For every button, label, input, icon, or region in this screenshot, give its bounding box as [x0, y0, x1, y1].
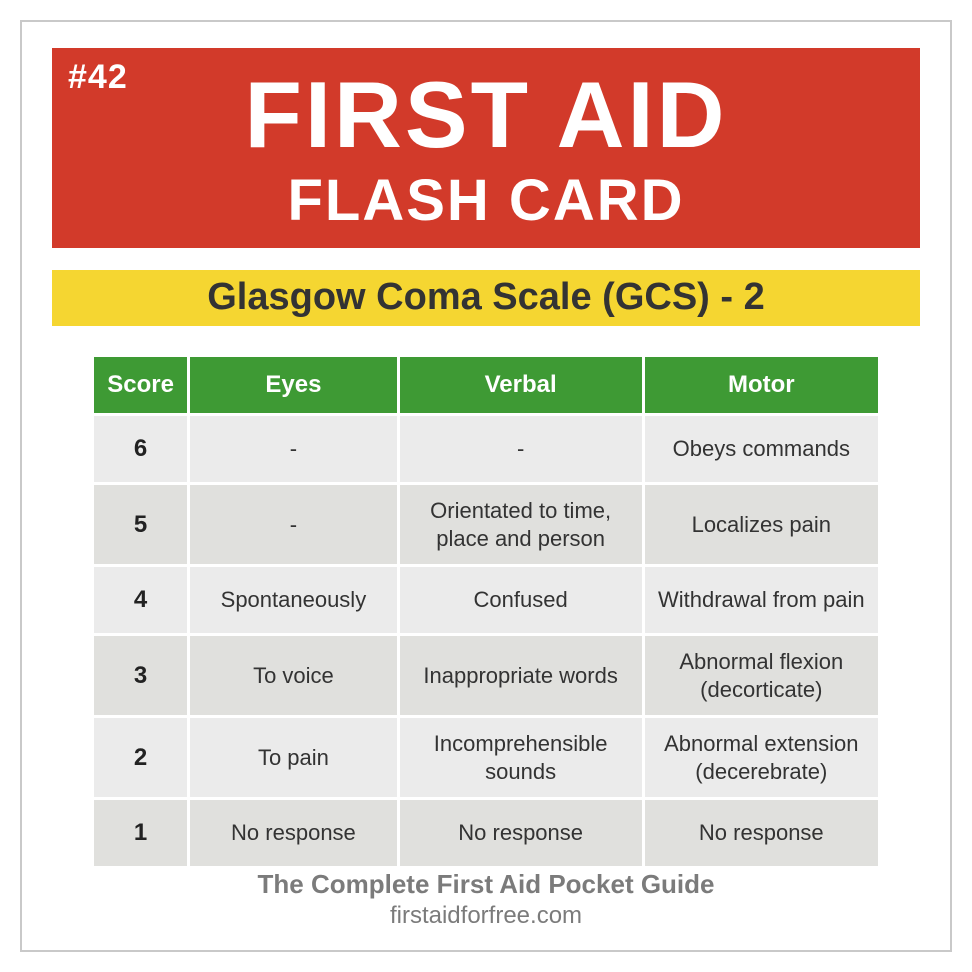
cell-score: 4 [94, 567, 187, 633]
th-motor: Motor [645, 357, 878, 413]
table-row: 6--Obeys commands [94, 416, 878, 482]
cell-eyes: Spontaneously [190, 567, 397, 633]
table-row: 3To voiceInappropriate wordsAbnormal fle… [94, 636, 878, 715]
cell-motor: No response [645, 800, 878, 866]
title-line1: FIRST AID [244, 66, 727, 165]
cell-score: 6 [94, 416, 187, 482]
cell-score: 2 [94, 718, 187, 797]
table-row: 1No responseNo responseNo response [94, 800, 878, 866]
cell-motor: Withdrawal from pain [645, 567, 878, 633]
footer-line1: The Complete First Aid Pocket Guide [52, 869, 920, 900]
cell-eyes: No response [190, 800, 397, 866]
table-row: 5-Orientated to time, place and personLo… [94, 485, 878, 564]
th-verbal: Verbal [400, 357, 642, 413]
cell-score: 5 [94, 485, 187, 564]
cell-verbal: Inappropriate words [400, 636, 642, 715]
cell-score: 3 [94, 636, 187, 715]
cell-score: 1 [94, 800, 187, 866]
gcs-table: Score Eyes Verbal Motor 6--Obeys command… [91, 354, 881, 869]
cell-verbal: - [400, 416, 642, 482]
cell-eyes: - [190, 416, 397, 482]
footer: The Complete First Aid Pocket Guide firs… [52, 869, 920, 930]
table-row: 2To painIncomprehensible soundsAbnormal … [94, 718, 878, 797]
cell-verbal: No response [400, 800, 642, 866]
table-row: 4SpontaneouslyConfusedWithdrawal from pa… [94, 567, 878, 633]
gcs-table-body: 6--Obeys commands5-Orientated to time, p… [94, 416, 878, 866]
cell-motor: Obeys commands [645, 416, 878, 482]
cell-verbal: Incomprehensible sounds [400, 718, 642, 797]
cell-motor: Abnormal flexion (decorticate) [645, 636, 878, 715]
cell-verbal: Confused [400, 567, 642, 633]
cell-verbal: Orientated to time, place and person [400, 485, 642, 564]
cell-motor: Localizes pain [645, 485, 878, 564]
card-number: #42 [68, 58, 128, 97]
cell-eyes: To pain [190, 718, 397, 797]
cell-eyes: - [190, 485, 397, 564]
table-header-row: Score Eyes Verbal Motor [94, 357, 878, 413]
subtitle-band: Glasgow Coma Scale (GCS) - 2 [52, 270, 920, 326]
th-score: Score [94, 357, 187, 413]
th-eyes: Eyes [190, 357, 397, 413]
cell-eyes: To voice [190, 636, 397, 715]
gcs-table-wrap: Score Eyes Verbal Motor 6--Obeys command… [91, 354, 881, 869]
header-block: #42 FIRST AID FLASH CARD [52, 48, 920, 248]
cell-motor: Abnormal extension (decerebrate) [645, 718, 878, 797]
card-frame: #42 FIRST AID FLASH CARD Glasgow Coma Sc… [20, 20, 952, 952]
subtitle-text: Glasgow Coma Scale (GCS) - 2 [207, 276, 764, 319]
footer-line2: firstaidforfree.com [52, 902, 920, 930]
title-line2: FLASH CARD [288, 167, 685, 234]
